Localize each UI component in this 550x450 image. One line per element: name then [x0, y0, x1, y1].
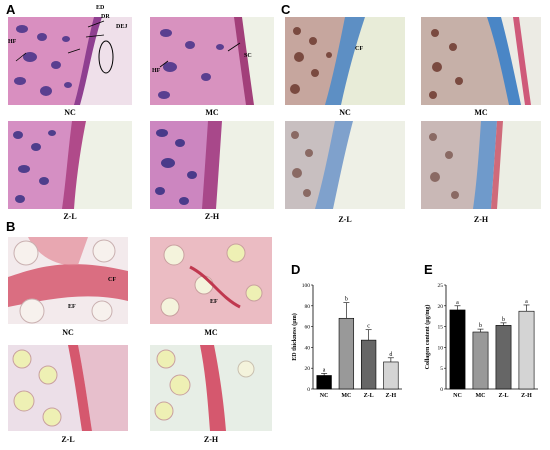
chart-e-bar-1 — [472, 331, 489, 390]
label-sc: SC — [244, 53, 252, 59]
chart-d-ytick-label-3: 60 — [305, 325, 311, 331]
caption-c-nc: NC — [339, 108, 351, 117]
he-image-mc — [150, 17, 274, 105]
chart-d-ylabel: ED thickness (μm) — [291, 313, 298, 360]
chart-d-sig-letter-2: c — [367, 324, 370, 330]
chart-d-bar-2 — [360, 339, 377, 390]
label-cf-c: CF — [355, 46, 363, 52]
chart-d-xtick-label-0: NC — [320, 393, 329, 399]
vg-image-nc — [8, 237, 128, 324]
vg-image-zl — [8, 345, 128, 431]
caption-c-zl: Z-L — [338, 215, 352, 224]
caption-a-zl: Z-L — [63, 212, 77, 221]
caption-c-zh: Z-H — [473, 215, 489, 224]
chart-e-bar-3 — [518, 310, 535, 390]
label-hf-mc: HF — [152, 68, 161, 74]
caption-b-nc: NC — [62, 328, 74, 337]
chart-d-ytick-label-4: 80 — [305, 304, 311, 310]
chart-d-ytick-label-0: 0 — [307, 387, 310, 393]
chart-e-ytick-label-1: 5 — [440, 366, 443, 372]
vg-image-mc — [150, 237, 272, 324]
panel-letter-d: D — [291, 262, 301, 277]
chart-e-ytick-label-3: 15 — [438, 325, 444, 331]
caption-b-zh: Z-H — [203, 435, 219, 444]
chart-e-sig-letter-1: b — [479, 323, 482, 329]
chart-e-bar-0 — [449, 309, 466, 390]
panel-letter-a: A — [6, 2, 16, 17]
mt-image-zh — [421, 121, 541, 209]
chart-e-sig-letter-3: a — [525, 299, 528, 305]
vg-image-zh — [150, 345, 272, 431]
chart-d-bar-1 — [338, 317, 355, 390]
chart-d-xtick-label-2: Z-L — [364, 393, 374, 399]
caption-a-zh: Z-H — [204, 212, 220, 221]
chart-d-sig-letter-1: b — [345, 297, 348, 303]
chart-e: 0 5 10 15 20 25 Collagen content (μg/mg) a NC b MC… — [416, 275, 544, 405]
chart-e-ytick-label-2: 10 — [438, 345, 444, 351]
mt-image-zl — [285, 121, 405, 209]
chart-d-bar-0 — [316, 375, 332, 390]
panel-letter-c: C — [281, 2, 291, 17]
chart-e-sig-letter-0: a — [456, 300, 459, 306]
chart-d-sig-letter-3: d — [389, 352, 392, 358]
chart-e-svg: 0 5 10 15 20 25 Collagen content (μg/mg) a NC b MC… — [424, 283, 538, 399]
panel-letter-b: B — [6, 219, 16, 234]
label-dej: DEJ — [116, 24, 128, 30]
he-image-zl — [8, 121, 132, 209]
caption-b-mc: MC — [204, 328, 218, 337]
caption-a-mc: MC — [205, 108, 219, 117]
chart-d-bar-3 — [383, 361, 399, 390]
he-image-zh — [150, 121, 274, 209]
label-ef-b-mc: EF — [210, 299, 218, 305]
chart-d-svg: 0 20 40 60 80 100 ED thickness (μm) a NC b MC c Z-L d… — [291, 283, 402, 399]
mt-image-mc — [421, 17, 541, 105]
chart-d-ytick-label-5: 100 — [302, 283, 311, 289]
chart-e-bar-2 — [495, 325, 512, 390]
label-cf-b: CF — [108, 277, 116, 283]
caption-c-mc: MC — [474, 108, 488, 117]
chart-d: 0 20 40 60 80 100 ED thickness (μm) a NC b MC c Z-L d… — [283, 275, 408, 405]
chart-d-sig-letter-0: a — [323, 367, 326, 373]
caption-a-nc: NC — [64, 108, 76, 117]
chart-e-ytick-label-0: 0 — [440, 387, 443, 393]
label-dr: DR — [101, 14, 110, 20]
label-hf: HF — [8, 39, 17, 45]
chart-d-xtick-label-3: Z-H — [386, 393, 397, 399]
chart-e-ytick-label-4: 20 — [438, 304, 444, 310]
label-ed: ED — [96, 5, 105, 11]
caption-b-zl: Z-L — [61, 435, 75, 444]
label-ef-b: EF — [68, 304, 76, 310]
panel-letter-e: E — [424, 262, 433, 277]
chart-e-ytick-label-5: 25 — [438, 283, 444, 289]
he-image-nc — [8, 17, 132, 105]
chart-e-xtick-label-0: NC — [453, 393, 462, 399]
chart-d-ytick-label-1: 20 — [305, 366, 311, 372]
mt-image-nc — [285, 17, 405, 105]
chart-e-sig-letter-2: b — [502, 317, 505, 323]
chart-e-xtick-label-2: Z-L — [498, 393, 508, 399]
chart-e-ylabel: Collagen content (μg/mg) — [424, 305, 431, 370]
chart-e-xtick-label-3: Z-H — [521, 393, 532, 399]
chart-d-ytick-label-2: 40 — [305, 345, 311, 351]
chart-d-xtick-label-1: MC — [341, 393, 351, 399]
chart-e-xtick-label-1: MC — [476, 393, 486, 399]
